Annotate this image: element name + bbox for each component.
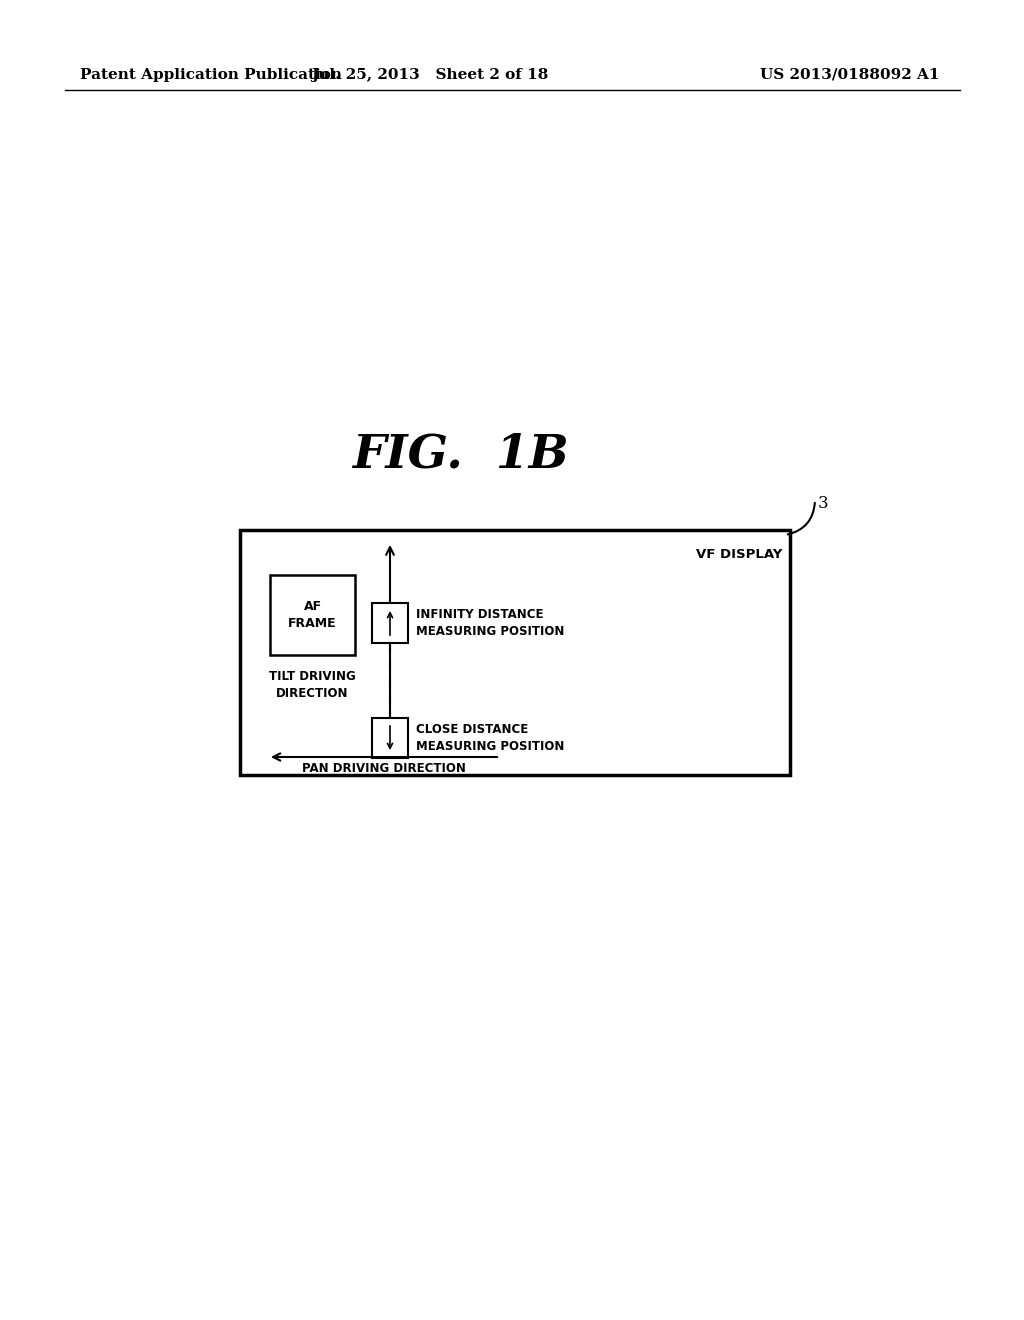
Bar — [240, 531, 790, 775]
Text: CLOSE DISTANCE
MEASURING POSITION: CLOSE DISTANCE MEASURING POSITION — [416, 723, 564, 752]
Text: AF
FRAME: AF FRAME — [288, 601, 337, 630]
Text: TILT DRIVING
DIRECTION: TILT DRIVING DIRECTION — [269, 671, 356, 700]
Bar — [372, 718, 408, 758]
Text: PAN DRIVING DIRECTION: PAN DRIVING DIRECTION — [302, 762, 466, 775]
Text: Jul. 25, 2013   Sheet 2 of 18: Jul. 25, 2013 Sheet 2 of 18 — [311, 69, 549, 82]
Text: Patent Application Publication: Patent Application Publication — [80, 69, 342, 82]
Text: VF DISPLAY: VF DISPLAY — [695, 548, 782, 561]
Text: US 2013/0188092 A1: US 2013/0188092 A1 — [761, 69, 940, 82]
Text: INFINITY DISTANCE
MEASURING POSITION: INFINITY DISTANCE MEASURING POSITION — [416, 609, 564, 638]
Text: 3: 3 — [818, 495, 828, 512]
Text: FIG.  1B: FIG. 1B — [351, 432, 568, 478]
Bar — [270, 576, 355, 655]
Bar — [372, 603, 408, 643]
